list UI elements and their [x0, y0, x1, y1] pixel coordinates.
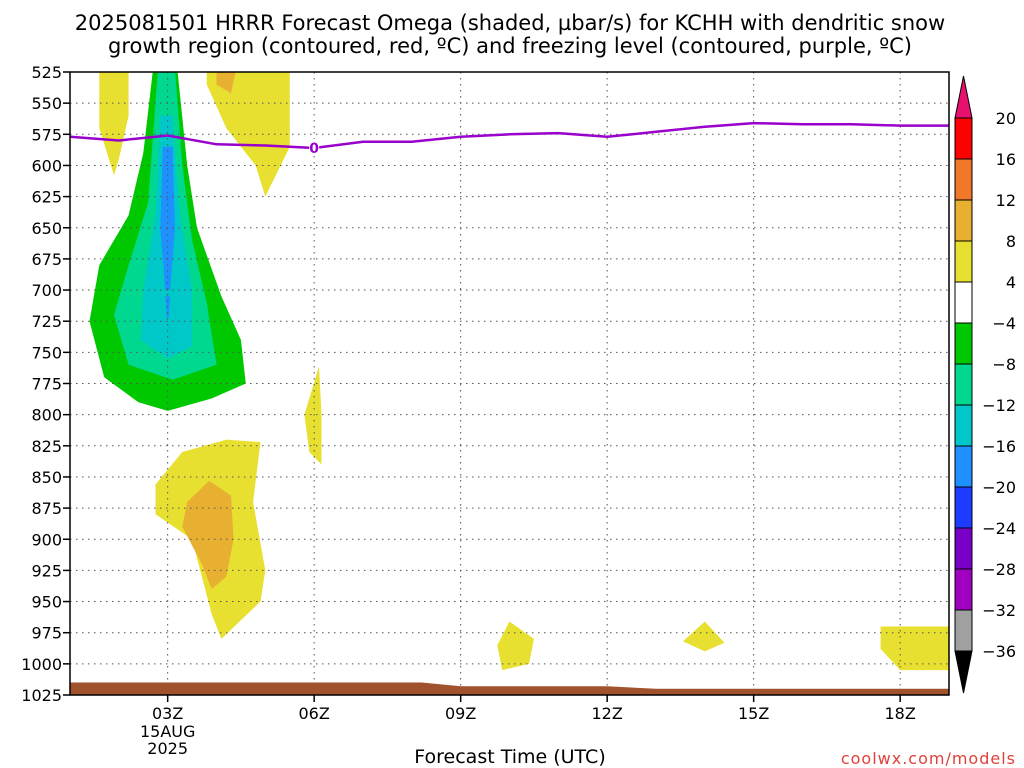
colorbar-label-12: −32 — [982, 601, 1016, 620]
omega-region-0 — [99, 72, 129, 176]
y-tick-label-675: 675 — [31, 250, 62, 269]
x-tick-label-09Z: 09Z — [445, 704, 476, 723]
y-tick-label-925: 925 — [31, 561, 62, 580]
y-tick-label-725: 725 — [31, 312, 62, 331]
colorbar-band-0 — [954, 117, 973, 160]
y-tick-label-875: 875 — [31, 499, 62, 518]
omega-region-8 — [304, 366, 322, 465]
colorbar-band-8 — [954, 445, 973, 488]
omega-region-12 — [682, 621, 725, 652]
colorbar-label-1: 16 — [996, 150, 1016, 169]
y-tick-label-800: 800 — [31, 406, 62, 425]
freezing-level-label-bg — [309, 139, 320, 156]
y-tick-label-625: 625 — [31, 188, 62, 207]
y-tick-label-775: 775 — [31, 375, 62, 394]
colorbar-label-13: −36 — [982, 642, 1016, 661]
colorbar-band-7 — [954, 404, 973, 447]
colorbar-band-9 — [954, 486, 973, 529]
title-line-2: growth region (contoured, red, ºC) and f… — [108, 34, 912, 58]
colorbar-band-12 — [954, 609, 973, 652]
y-tick-label-1000: 1000 — [21, 655, 62, 674]
colorbar-band-5 — [954, 322, 973, 365]
colorbar-label-10: −24 — [982, 519, 1016, 538]
colorbar-label-0: 20 — [996, 109, 1016, 128]
x-tick-label-06Z: 06Z — [299, 704, 330, 723]
y-tick-label-950: 950 — [31, 593, 62, 612]
x-tick-label-12Z: 12Z — [592, 704, 623, 723]
y-tick-label-525: 525 — [31, 63, 62, 82]
y-tick-label-550: 550 — [31, 94, 62, 113]
colorbar-label-5: −4 — [992, 314, 1016, 333]
y-tick-label-1025: 1025 — [21, 686, 62, 705]
omega-region-2 — [216, 72, 236, 94]
credit-text: coolwx.com/models — [841, 749, 1016, 768]
terrain-fill — [70, 682, 949, 695]
colorbar-band-3 — [954, 240, 973, 283]
colorbar-label-8: −16 — [982, 437, 1016, 456]
colorbar-band-4 — [954, 281, 973, 324]
colorbar-bottom-arrow — [954, 650, 973, 694]
colorbar-label-11: −28 — [982, 560, 1016, 579]
x-tick-label-15Z: 15Z — [738, 704, 769, 723]
y-tick-label-975: 975 — [31, 624, 62, 643]
omega-region-6 — [160, 146, 175, 290]
colorbar-label-4: 4 — [1006, 273, 1016, 292]
x-tick-sublabel-1: 2025 — [147, 739, 188, 758]
plot-area: 0 — [70, 72, 949, 695]
freezing-level-line — [70, 121, 949, 150]
colorbar-band-6 — [954, 363, 973, 406]
colorbar-label-9: −20 — [982, 478, 1016, 497]
colorbar-band-2 — [954, 199, 973, 242]
omega-region-11 — [497, 621, 534, 671]
y-tick-label-900: 900 — [31, 530, 62, 549]
colorbar-label-3: 8 — [1006, 232, 1016, 251]
omega-region-13 — [880, 626, 949, 671]
x-tick-label-03Z: 03Z — [152, 704, 183, 723]
y-tick-label-600: 600 — [31, 156, 62, 175]
freezing-level-label: 0 — [309, 141, 319, 157]
colorbar-label-6: −8 — [992, 355, 1016, 374]
colorbar-label-7: −12 — [982, 396, 1016, 415]
colorbar-band-1 — [954, 158, 973, 201]
title-line-1: 2025081501 HRRR Forecast Omega (shaded, … — [75, 11, 945, 35]
y-tick-label-750: 750 — [31, 343, 62, 362]
y-tick-label-650: 650 — [31, 219, 62, 238]
y-tick-label-850: 850 — [31, 468, 62, 487]
y-tick-label-700: 700 — [31, 281, 62, 300]
x-tick-sublabel-0: 15AUG — [140, 722, 195, 741]
y-tick-label-825: 825 — [31, 437, 62, 456]
y-tick-label-575: 575 — [31, 125, 62, 144]
colorbar-top-arrow — [954, 75, 973, 119]
x-axis-label: Forecast Time (UTC) — [414, 746, 605, 768]
colorbar-band-10 — [954, 527, 973, 570]
colorbar-band-11 — [954, 568, 973, 611]
colorbar-label-2: 12 — [996, 191, 1016, 210]
x-tick-label-18Z: 18Z — [885, 704, 916, 723]
